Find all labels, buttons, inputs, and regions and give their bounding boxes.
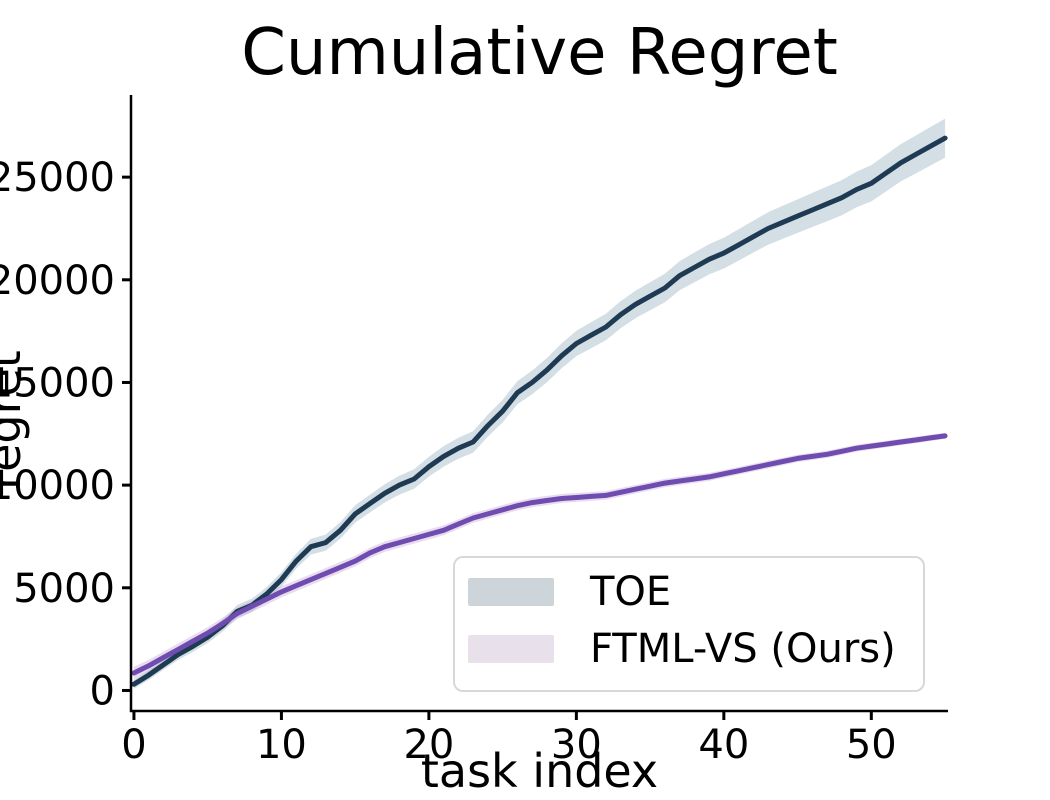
ftml-vs-ours-line xyxy=(131,433,948,676)
x-tick-label: 0 xyxy=(121,722,146,768)
y-tick-label: 15000 xyxy=(0,360,115,406)
y-tick-label: 0 xyxy=(90,668,115,714)
x-tick-label: 40 xyxy=(698,722,749,768)
x-tick-label: 50 xyxy=(846,722,897,768)
y-tick-label: 25000 xyxy=(0,155,115,201)
x-tick-label: 10 xyxy=(256,722,307,768)
chart-title: Cumulative Regret xyxy=(241,16,838,90)
x-axis-label: task index xyxy=(420,744,659,798)
y-axis-label: regret xyxy=(0,350,31,490)
legend-item-ftml-vs: FTML-VS (Ours) xyxy=(468,620,923,677)
ftml-vs-band-swatch xyxy=(468,634,554,663)
y-tick-label: 20000 xyxy=(0,258,115,304)
legend-label-toe: TOE xyxy=(590,568,672,615)
x-tick-label: 20 xyxy=(403,722,454,768)
legend-label-ftml-vs: FTML-VS (Ours) xyxy=(590,625,896,672)
y-tick-label: 5000 xyxy=(13,566,115,612)
legend-item-toe: TOE xyxy=(468,563,923,620)
legend: TOE FTML-VS (Ours) xyxy=(453,556,925,692)
toe-band-swatch xyxy=(468,577,554,606)
toe-line xyxy=(131,135,948,687)
y-tick-label: 10000 xyxy=(0,463,115,509)
x-tick-label: 30 xyxy=(551,722,602,768)
